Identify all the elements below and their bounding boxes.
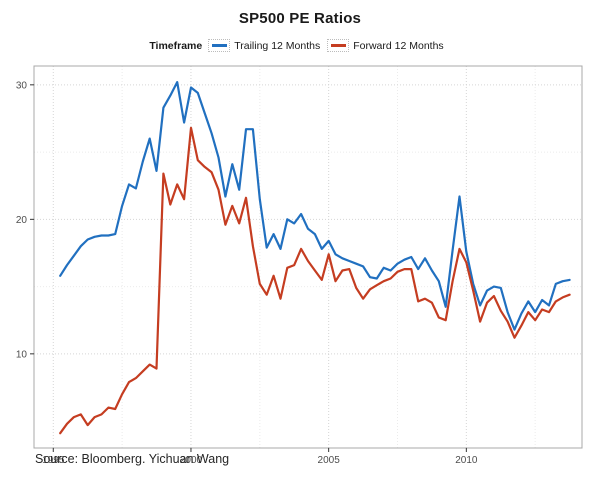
y-axis-tick-label: 30	[16, 80, 28, 91]
x-axis-tick-label: 2010	[455, 455, 478, 466]
plot-panel-border	[33, 65, 583, 449]
legend-title: Timeframe	[149, 39, 203, 52]
x-axis-tick-label: 2005	[318, 455, 341, 466]
y-axis-tick-label: 20	[16, 215, 28, 226]
x-axis-tick-label: 2000	[180, 455, 203, 466]
source-note: Source: Bloomberg. Yichuan Wang	[35, 452, 230, 466]
series-line-forward	[59, 126, 571, 435]
forward-legend-key	[327, 39, 350, 52]
trailing-legend-key	[208, 39, 231, 52]
y-axis-tick-label: 10	[16, 349, 28, 360]
series-line-trailing	[59, 80, 571, 331]
trailing-line-swatch	[211, 44, 227, 47]
legend: Timeframe Trailing 12 Months Forward 12 …	[0, 39, 600, 52]
page-title: SP500 PE Ratios	[238, 10, 362, 27]
forward-legend-label: Forward 12 Months	[353, 39, 444, 52]
forward-line-swatch	[330, 44, 346, 47]
trailing-legend-label: Trailing 12 Months	[234, 39, 321, 52]
x-axis-tick-label: 1995	[42, 455, 65, 466]
